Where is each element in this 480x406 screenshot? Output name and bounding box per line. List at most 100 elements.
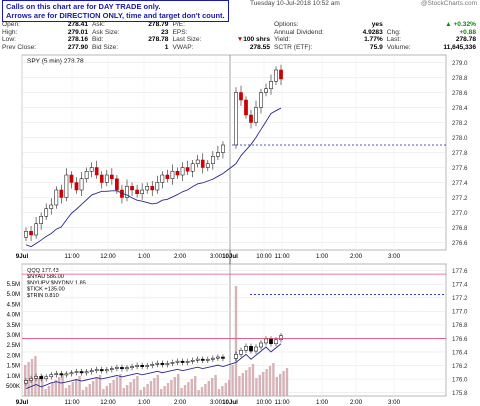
- volume-tick-label: 2.5M: [7, 343, 20, 349]
- change-pct: ▲ +0.32%: [445, 21, 476, 28]
- volume-bar: [241, 373, 244, 396]
- volume-tick-label: 5.0M: [7, 292, 20, 298]
- candle: [130, 186, 134, 191]
- candle: [145, 186, 150, 191]
- y-tick-label: 177.0: [452, 309, 468, 316]
- volume-bar: [58, 377, 61, 396]
- y-tick-label: 277.4: [452, 180, 468, 187]
- bidsize-label: Bid Size:: [92, 43, 119, 51]
- volume-bar: [197, 390, 200, 396]
- volume-bar: [109, 383, 112, 396]
- candle: [239, 92, 243, 101]
- candle: [125, 186, 129, 198]
- spy-legend: SPY (5 min) 278.78: [27, 58, 84, 65]
- volume-bar: [207, 381, 210, 396]
- dividend-value: 4.9283: [362, 28, 383, 36]
- volume-bar: [272, 363, 275, 396]
- qqq-candle: [195, 358, 200, 361]
- candle: [54, 189, 59, 206]
- volume-bar: [214, 375, 217, 396]
- y-tick-label: 278.4: [452, 105, 468, 112]
- volume-bar: [139, 390, 142, 396]
- qqq-candle: [84, 371, 89, 374]
- qqq-candle: [140, 365, 145, 367]
- volume-bar: [143, 387, 146, 396]
- volume-bar: [217, 389, 221, 396]
- volume-bar: [211, 378, 214, 396]
- y-tick-label: 176.6: [452, 336, 468, 343]
- bid-value: 278.78: [148, 36, 169, 43]
- volume-bar: [122, 388, 125, 396]
- volume-tick-label: 1.5M: [7, 364, 20, 370]
- yield-label: Yield:: [273, 36, 291, 43]
- qqq-candle: [190, 359, 195, 362]
- qqq-candle: [259, 342, 263, 348]
- volume-bar: [285, 368, 289, 396]
- qqq-moving-average-line: [25, 343, 282, 389]
- candle: [64, 174, 69, 198]
- candle: [175, 171, 180, 176]
- qqq-legend-entry: $NYAD 586.00: [27, 274, 64, 280]
- qqq-candle: [69, 372, 74, 375]
- volume-tick-label: 1.0M: [7, 374, 20, 380]
- x-tick-label: 11:00: [274, 399, 290, 406]
- volume-bar: [41, 375, 44, 396]
- candle: [216, 152, 220, 157]
- candle: [190, 163, 195, 172]
- volume-bar: [265, 369, 268, 396]
- y-tick-label: 278.2: [452, 120, 468, 127]
- qqq-candle: [180, 360, 185, 363]
- chg-value: +0.88: [459, 28, 476, 36]
- candle: [180, 167, 185, 176]
- last-label: Last:: [386, 36, 402, 43]
- x-tick-label: 1:00: [138, 253, 151, 260]
- volume-bar: [126, 385, 129, 396]
- candle: [24, 231, 28, 238]
- volume-bar: [248, 367, 251, 396]
- qqq-candle: [234, 354, 238, 359]
- qqq-candle: [170, 362, 175, 364]
- volume-bar: [30, 359, 34, 396]
- volume-tick-label: 4.0M: [7, 313, 20, 319]
- qqq-candle: [49, 374, 54, 378]
- candle: [269, 81, 273, 89]
- qqq-candle: [104, 369, 109, 372]
- dividend-label: Annual Dividend:: [273, 28, 324, 36]
- candle: [195, 159, 200, 164]
- qqq-candle: [94, 369, 99, 371]
- x-tick-label: 2:00: [174, 399, 187, 406]
- candle: [99, 174, 104, 183]
- bid-label: Bid:: [92, 36, 104, 43]
- qqq-candle: [120, 367, 124, 370]
- x-tick-label: 1:00: [316, 399, 329, 406]
- qqq-candle: [115, 367, 119, 369]
- y-tick-label: 277.6: [452, 165, 468, 172]
- vwap-value: 278.55: [249, 43, 270, 51]
- yield-value: 1.77%: [364, 36, 383, 43]
- volume-bar: [136, 376, 139, 396]
- note-line-2: Arrows are for DIRECTION ONLY, time and …: [6, 11, 225, 20]
- candle: [94, 167, 99, 176]
- qqq-candle: [125, 367, 129, 370]
- x-tick-label: 9Jul: [16, 399, 29, 406]
- volume-bar: [173, 377, 176, 396]
- qqq-candle: [145, 365, 150, 367]
- volume-bar: [105, 386, 108, 396]
- volume-bar: [200, 387, 204, 396]
- qqq-candle: [185, 361, 190, 363]
- candle: [155, 182, 160, 191]
- qqq-candle: [200, 358, 205, 361]
- candle: [115, 178, 119, 191]
- lastsize-value: ▼100 shrs: [218, 36, 272, 44]
- volume-tick-label: 2.0M: [7, 353, 20, 359]
- volume-bar: [231, 365, 234, 396]
- y-tick-label: 176.4: [452, 349, 468, 356]
- qqq-candle: [99, 369, 104, 372]
- asksize-value: 23: [161, 28, 169, 36]
- y-tick-label: 277.2: [452, 195, 468, 202]
- volume-bar: [54, 380, 57, 396]
- volume-bar: [166, 383, 170, 396]
- candle: [59, 189, 64, 198]
- high-value: 279.01: [67, 28, 88, 36]
- candle: [39, 216, 43, 224]
